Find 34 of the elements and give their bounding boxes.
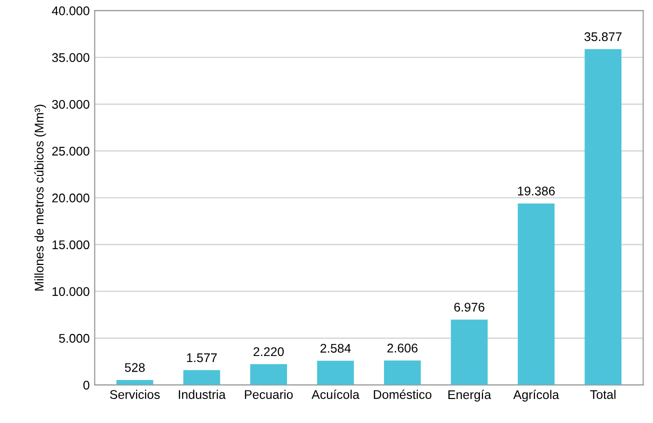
data-label: 2.584: [320, 344, 351, 353]
data-label: 6.976: [454, 302, 484, 312]
y-tick-label: 15.000: [52, 240, 90, 250]
y-axis-title: Millones de metros cúbicos (Mm³): [34, 104, 46, 290]
bar: [317, 360, 354, 385]
y-tick-label: 25.000: [52, 146, 90, 156]
y-tick-label: 30.000: [52, 100, 90, 109]
bar: [584, 49, 622, 385]
bar: [518, 204, 555, 385]
x-tick-label: Pecuario: [244, 390, 293, 399]
data-label: 19.386: [518, 186, 555, 196]
x-tick-label: Servicios: [110, 390, 160, 399]
data-label: 2.606: [387, 344, 418, 353]
data-label: 35.877: [584, 32, 622, 42]
bar: [250, 364, 287, 385]
y-tick-label: 10.000: [52, 287, 90, 296]
data-label: 528: [124, 363, 145, 372]
y-tick-label: 35.000: [52, 53, 90, 62]
data-label: 2.220: [254, 347, 284, 356]
x-tick-label: Total: [590, 390, 616, 399]
bar: [116, 380, 154, 385]
x-tick-label: Acuícola: [312, 390, 360, 399]
x-tick-label: Doméstico: [374, 390, 432, 399]
data-label: 1.577: [187, 353, 217, 362]
bar: [450, 320, 488, 385]
y-tick-label: 5.000: [59, 334, 90, 343]
y-tick-label: 40.000: [52, 6, 90, 16]
x-tick-label: Industria: [178, 390, 226, 399]
bar: [183, 370, 220, 385]
y-tick-label: 20.000: [52, 194, 90, 202]
x-tick-label: Agrícola: [513, 390, 560, 402]
bar: [384, 360, 421, 385]
y-tick-label: 0: [83, 380, 90, 390]
x-tick-label: Energía: [448, 390, 492, 402]
